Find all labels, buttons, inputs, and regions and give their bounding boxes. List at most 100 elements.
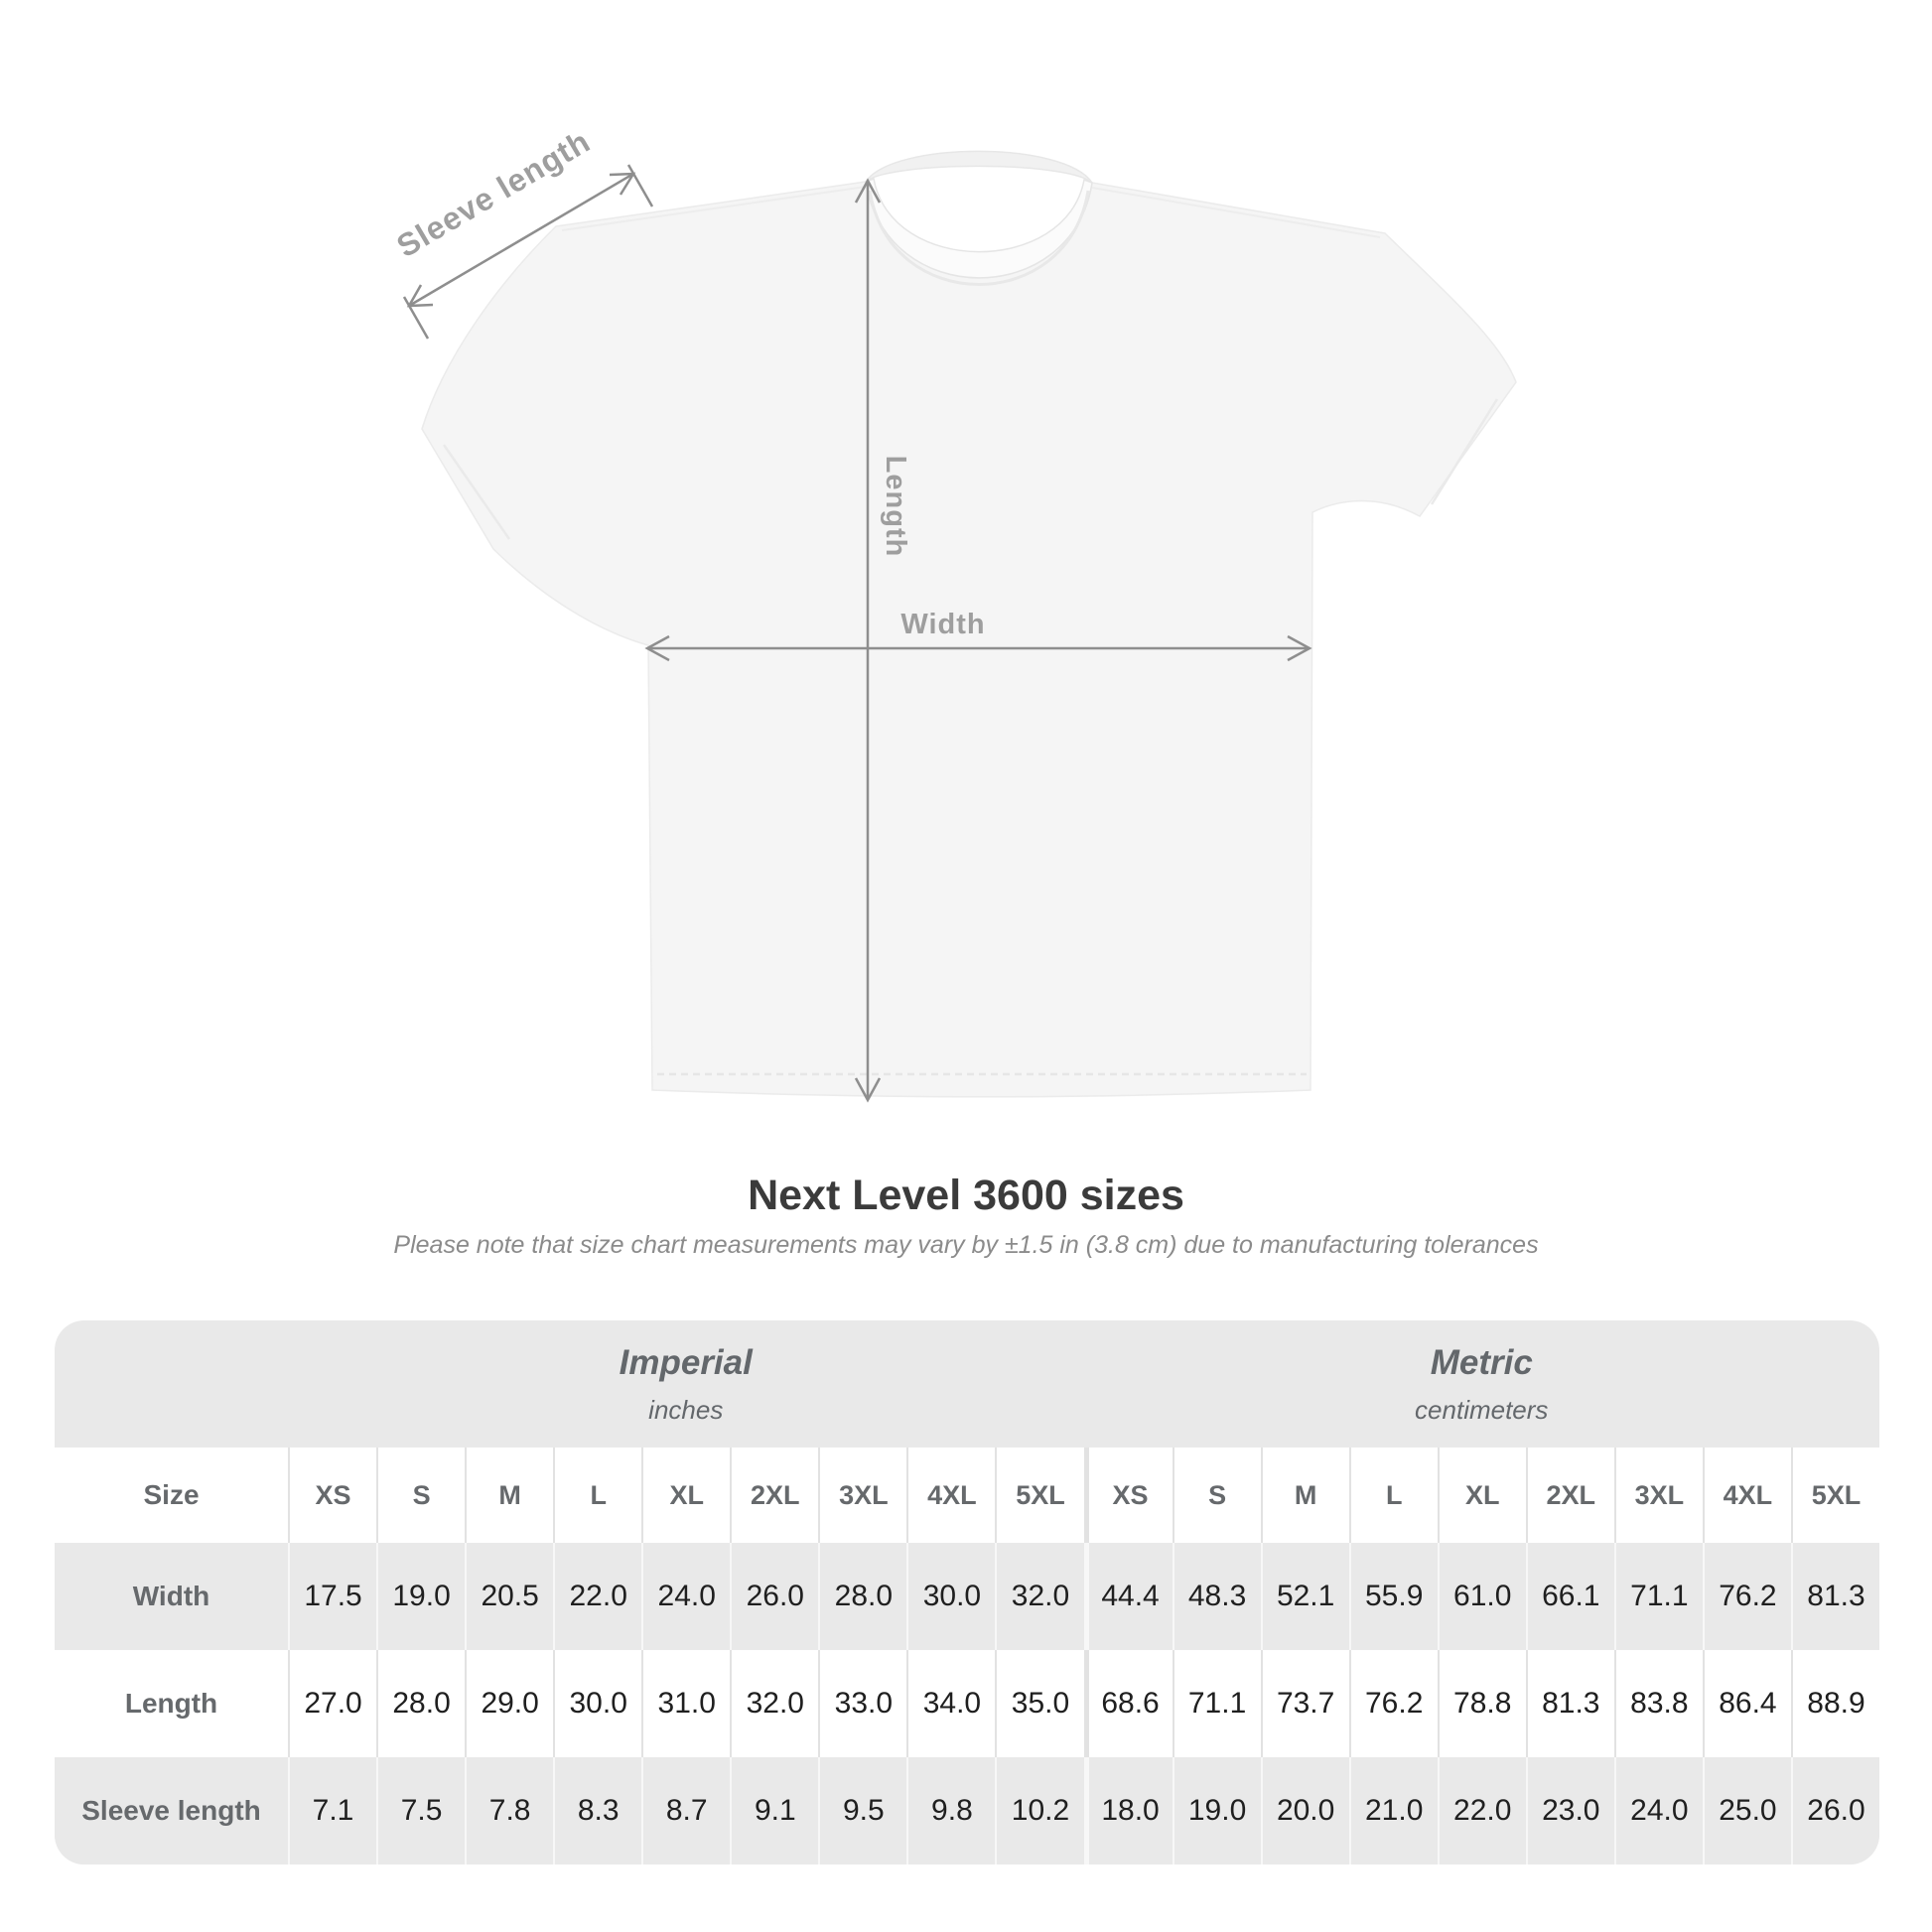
value-cell: 21.0 [1348,1757,1438,1864]
value-cell: 34.0 [906,1650,996,1757]
tshirt-shoulder-seam-right [1091,187,1381,238]
width-label: Width [900,609,986,640]
value-cell: 81.3 [1525,1650,1614,1757]
value-cell: 7.8 [465,1757,554,1864]
value-cell: 29.0 [465,1650,554,1757]
size-column-header: Size [55,1448,288,1543]
table-corner-spacer [55,1320,288,1448]
value-cell: 26.0 [1790,1757,1879,1864]
value-cell: 61.0 [1437,1543,1526,1650]
value-cell: 19.0 [1172,1757,1261,1864]
size-header-cell: M [1260,1448,1349,1543]
value-cell: 22.0 [1437,1757,1526,1864]
tolerance-note: Please note that size chart measurements… [393,1231,1539,1259]
tshirt-cuff-seam-left [442,444,511,540]
value-cell: 88.9 [1790,1650,1879,1757]
imperial-unit: inches [648,1394,724,1425]
length-arrow [854,178,882,1103]
row-label-width: Width [55,1543,288,1650]
size-header-cell: 4XL [906,1448,996,1543]
size-header-cell: S [1172,1448,1261,1543]
size-header-cell: 2XL [730,1448,819,1543]
value-cell: 76.2 [1702,1543,1791,1650]
value-cell: 86.4 [1702,1650,1791,1757]
value-cell: 30.0 [553,1650,642,1757]
value-cell: 17.5 [288,1543,377,1650]
value-cell: 20.5 [465,1543,554,1650]
tshirt-graphic [402,150,1517,1103]
size-header-cell: XS [1083,1448,1173,1543]
tshirt-diagram: Sleeve length Length Width [390,123,1517,1103]
size-header-cell: L [553,1448,642,1543]
value-cell: 9.8 [906,1757,996,1864]
size-header-cell: M [465,1448,554,1543]
size-header-cell: S [376,1448,466,1543]
imperial-group-header: Imperial inches [288,1320,1084,1448]
value-cell: 25.0 [1702,1757,1791,1864]
tshirt-collar-band [865,177,1093,279]
size-header-cell: 3XL [818,1448,907,1543]
size-table: Imperial inches Metric centimeters Size … [55,1320,1879,1864]
value-cell: 55.9 [1348,1543,1438,1650]
value-cell: 23.0 [1525,1757,1614,1864]
row-label-length: Length [55,1650,288,1757]
value-cell: 73.7 [1260,1650,1349,1757]
value-cell: 8.7 [641,1757,731,1864]
value-cell: 18.0 [1083,1757,1173,1864]
value-cell: 83.8 [1613,1650,1703,1757]
value-cell: 9.5 [818,1757,907,1864]
size-header-cell: L [1348,1448,1438,1543]
dimension-lines [402,164,1312,1103]
tshirt-back-collar [865,150,1093,184]
value-cell: 7.5 [376,1757,466,1864]
value-cell: 32.0 [730,1650,819,1757]
size-header-cell: XL [1437,1448,1526,1543]
value-cell: 8.3 [553,1757,642,1864]
size-header-cell: XS [288,1448,377,1543]
value-cell: 19.0 [376,1543,466,1650]
value-cell: 71.1 [1613,1543,1703,1650]
metric-group-header: Metric centimeters [1084,1320,1880,1448]
value-cell: 27.0 [288,1650,377,1757]
value-cell: 78.8 [1437,1650,1526,1757]
imperial-label: Imperial [619,1342,753,1382]
value-cell: 32.0 [995,1543,1084,1650]
value-cell: 35.0 [995,1650,1084,1757]
value-cell: 52.1 [1260,1543,1349,1650]
tshirt-collar-shadow [868,190,1090,286]
page-title: Next Level 3600 sizes [748,1172,1184,1219]
size-header-cell: XL [641,1448,731,1543]
metric-label: Metric [1430,1342,1533,1382]
value-cell: 28.0 [376,1650,466,1757]
value-cell: 44.4 [1083,1543,1173,1650]
tshirt-cuff-seam-right [1430,398,1499,505]
value-cell: 9.1 [730,1757,819,1864]
size-header-cell: 5XL [1790,1448,1879,1543]
value-cell: 28.0 [818,1543,907,1650]
size-header-cell: 5XL [995,1448,1084,1543]
length-label: Length [880,455,911,558]
tshirt-shoulder-seam-left [561,186,867,231]
value-cell: 81.3 [1790,1543,1879,1650]
sleeve-length-arrow [402,164,654,340]
value-cell: 33.0 [818,1650,907,1757]
value-cell: 20.0 [1260,1757,1349,1864]
value-cell: 31.0 [641,1650,731,1757]
size-header-cell: 4XL [1702,1448,1791,1543]
size-header-cell: 2XL [1525,1448,1614,1543]
value-cell: 24.0 [641,1543,731,1650]
value-cell: 10.2 [995,1757,1084,1864]
value-cell: 30.0 [906,1543,996,1650]
size-header-cell: 3XL [1613,1448,1703,1543]
width-arrow [644,634,1312,662]
row-label-sleeve-length: Sleeve length [55,1757,288,1864]
metric-unit: centimeters [1415,1394,1549,1425]
value-cell: 48.3 [1172,1543,1261,1650]
value-cell: 76.2 [1348,1650,1438,1757]
value-cell: 22.0 [553,1543,642,1650]
value-cell: 24.0 [1613,1757,1703,1864]
value-cell: 7.1 [288,1757,377,1864]
value-cell: 26.0 [730,1543,819,1650]
value-cell: 66.1 [1525,1543,1614,1650]
